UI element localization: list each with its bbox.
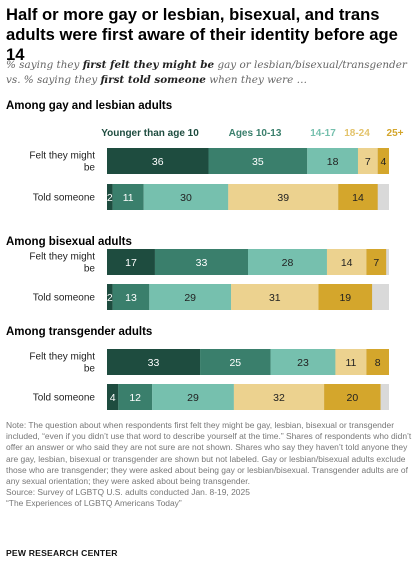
bar-segment <box>112 184 144 210</box>
data-label: 20 <box>346 392 358 404</box>
data-label: 36 <box>152 156 164 168</box>
org-logo-text: PEW RESEARCH CENTER <box>6 548 118 558</box>
chart-note: Note: The question about when respondent… <box>6 420 416 510</box>
chart-title: Half or more gay or lesbian, bisexual, a… <box>6 5 398 64</box>
data-label: 18 <box>327 156 339 168</box>
data-label: 4 <box>380 156 386 168</box>
data-label: 7 <box>373 257 379 269</box>
subtitle-emphasis-told: first told someone <box>100 74 206 86</box>
bar-segment <box>231 284 319 310</box>
legend-label-4: 18-24 <box>344 128 370 139</box>
bar-segment <box>228 184 339 210</box>
bar-segment <box>307 148 358 174</box>
bar-segment <box>107 349 201 375</box>
bar-segment <box>233 384 325 410</box>
subtitle-emphasis-felt: first felt they might be <box>82 59 215 71</box>
row-label: be <box>84 364 96 375</box>
group-heading-3: Among transgender adults <box>6 326 152 338</box>
bar-segment <box>107 284 113 310</box>
bar-segment <box>118 384 153 410</box>
data-label: 23 <box>297 357 309 369</box>
data-label: 39 <box>277 192 289 204</box>
bar-segment <box>248 249 327 275</box>
data-label: 11 <box>345 357 356 369</box>
data-label: 17 <box>125 257 137 269</box>
subtitle-text-3: when they were … <box>205 74 307 86</box>
source-text: Source: Survey of LGBTQ U.S. adults cond… <box>6 487 250 498</box>
group-heading-2: Among bisexual adults <box>6 236 132 248</box>
row-label: Told someone <box>33 293 96 304</box>
row-label: Felt they might <box>29 151 95 162</box>
bar-segment <box>318 284 373 310</box>
bar-segment <box>357 148 378 174</box>
bar-segment <box>326 249 367 275</box>
data-label: 19 <box>339 292 351 304</box>
data-label: 11 <box>123 192 134 204</box>
row-label: Told someone <box>33 193 96 204</box>
group-heading-1: Among gay and lesbian adults <box>6 100 172 112</box>
data-label: 25 <box>229 357 241 369</box>
report-title: “The Experiences of LGBTQ Americans Toda… <box>6 498 182 509</box>
data-label: 33 <box>196 257 208 269</box>
data-label: 29 <box>184 292 196 304</box>
stacked-bar-chart: Younger than age 10 Ages 10-13 14-17 18-24 2… <box>6 100 404 410</box>
bar-segment <box>107 184 113 210</box>
data-label: 30 <box>180 192 192 204</box>
data-label: 4 <box>110 392 116 404</box>
bar-segment <box>366 349 389 375</box>
chart-subtitle: % saying they first felt they might be g… <box>6 58 416 88</box>
bar-segment <box>154 249 248 275</box>
bar-segment <box>152 384 234 410</box>
bar-segment <box>335 349 367 375</box>
legend-label-3: 14-17 <box>310 128 336 139</box>
bar-segment <box>107 148 209 174</box>
subtitle-text-2: gay or lesbian/bisexual/transgender vs. … <box>6 59 407 86</box>
data-label: 2 <box>107 192 113 204</box>
data-label: 7 <box>365 156 371 168</box>
data-label: 2 <box>107 292 113 304</box>
data-label: 32 <box>273 392 285 404</box>
data-label: 14 <box>341 257 353 269</box>
bar-segment <box>149 284 232 310</box>
row-label: Told someone <box>33 393 96 404</box>
row-label: Felt they might <box>29 252 95 263</box>
note-text: Note: The question about when respondent… <box>6 420 412 487</box>
data-label: 29 <box>187 392 199 404</box>
data-label: 13 <box>125 292 137 304</box>
data-label: 8 <box>375 357 381 369</box>
legend-label-5: 25+ <box>387 128 404 139</box>
bar-segment <box>208 148 308 174</box>
data-label: 12 <box>129 392 141 404</box>
bar-segment <box>338 184 378 210</box>
data-label: 14 <box>352 192 364 204</box>
data-label: 35 <box>252 156 264 168</box>
bar-segment <box>270 349 336 375</box>
bar-segment <box>377 148 389 174</box>
row-label: be <box>84 163 96 174</box>
row-label: be <box>84 264 96 275</box>
bar-segment <box>366 249 387 275</box>
data-label: 28 <box>282 257 294 269</box>
data-label: 33 <box>148 357 160 369</box>
bar-segment <box>324 384 381 410</box>
data-label: 31 <box>269 292 281 304</box>
bar-segment <box>143 184 229 210</box>
bar-segment <box>200 349 271 375</box>
bar-segment <box>112 284 150 310</box>
legend-label-2: Ages 10-13 <box>229 128 282 139</box>
legend-label-1: Younger than age 10 <box>101 128 199 139</box>
subtitle-text-1: % saying they <box>6 59 83 71</box>
bar-segment <box>107 384 119 410</box>
row-label: Felt they might <box>29 352 95 363</box>
bar-segment <box>107 249 155 275</box>
